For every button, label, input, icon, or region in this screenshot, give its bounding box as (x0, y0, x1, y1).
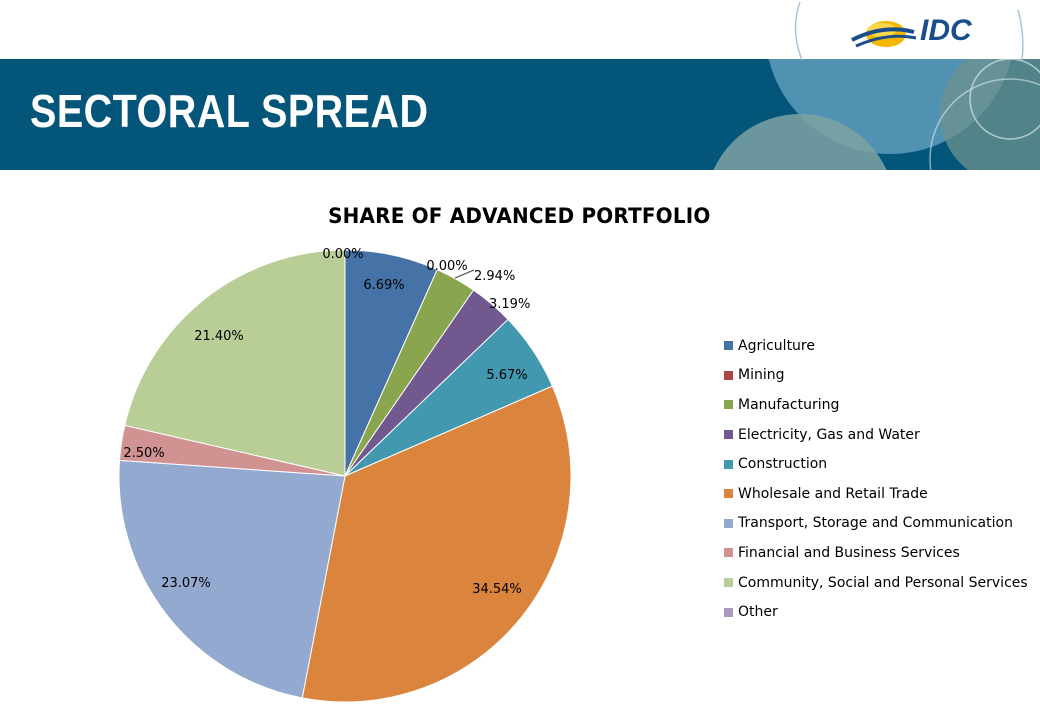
chart-title: SHARE OF ADVANCED PORTFOLIO (327, 204, 711, 228)
legend-swatch (724, 489, 733, 499)
legend-label: Other (738, 604, 778, 621)
legend-label: Transport, Storage and Communication (738, 515, 1013, 532)
legend-label: Manufacturing (738, 396, 840, 413)
leader-line-manufacturing (454, 269, 475, 279)
legend-swatch (724, 548, 733, 558)
legend-swatch (724, 578, 733, 588)
pie-slice-transport-storage-and-communication (118, 459, 346, 699)
data-label-construction: 5.67% (486, 368, 527, 383)
legend-swatch (724, 400, 733, 410)
legend-item-electricity-gas-and-water: Electricity, Gas and Water (724, 420, 1028, 450)
legend-swatch (724, 341, 733, 351)
legend-item-community-social-and-personal-services: Community, Social and Personal Services (724, 568, 1028, 598)
header-banner (0, 59, 1040, 170)
page-title: SECTORAL SPREAD (30, 85, 429, 137)
logo-text: IDC (920, 14, 972, 47)
legend-item-financial-and-business-services: Financial and Business Services (724, 538, 1028, 568)
header-arcs (794, 1, 1024, 60)
legend-label: Mining (738, 367, 785, 384)
legend-item-transport-storage-and-communication: Transport, Storage and Communication (724, 509, 1028, 539)
data-label-agriculture: 6.69% (363, 278, 404, 293)
legend-label: Financial and Business Services (738, 544, 960, 561)
chart-legend: Agriculture Mining Manufacturing Electricit… (724, 331, 1028, 627)
data-label-community-social-and-personal-services: 21.40% (194, 329, 244, 344)
legend-item-agriculture: Agriculture (724, 331, 1028, 361)
data-label-mining: 0.00% (426, 259, 467, 274)
data-label-financial-and-business-services: 2.50% (123, 446, 164, 461)
legend-swatch (724, 430, 733, 440)
legend-label: Wholesale and Retail Trade (738, 485, 928, 502)
legend-label: Community, Social and Personal Services (738, 574, 1028, 591)
legend-item-manufacturing: Manufacturing (724, 390, 1028, 420)
legend-label: Construction (738, 456, 828, 473)
banner-decoration (713, 59, 1040, 170)
legend-label: Electricity, Gas and Water (738, 426, 920, 443)
data-label-manufacturing: 2.94% (474, 269, 515, 284)
pie-slice-wholesale-and-retail-trade (301, 385, 572, 703)
legend-item-other: Other (724, 597, 1028, 627)
legend-swatch (724, 518, 733, 528)
data-label-other: 0.00% (322, 247, 363, 262)
legend-swatch (724, 459, 733, 469)
legend-label: Agriculture (738, 337, 815, 354)
data-label-transport-storage-and-communication: 23.07% (161, 576, 211, 591)
data-label-wholesale-and-retail-trade: 34.54% (472, 582, 522, 597)
idc-logo-icon (851, 21, 917, 48)
data-label-electricity-gas-and-water: 3.19% (489, 297, 530, 312)
pie-slice-community-social-and-personal-services (124, 249, 346, 477)
legend-swatch (724, 607, 733, 617)
legend-item-mining: Mining (724, 361, 1028, 391)
legend-swatch (724, 370, 733, 380)
legend-item-wholesale-and-retail-trade: Wholesale and Retail Trade (724, 479, 1028, 509)
legend-item-construction: Construction (724, 449, 1028, 479)
